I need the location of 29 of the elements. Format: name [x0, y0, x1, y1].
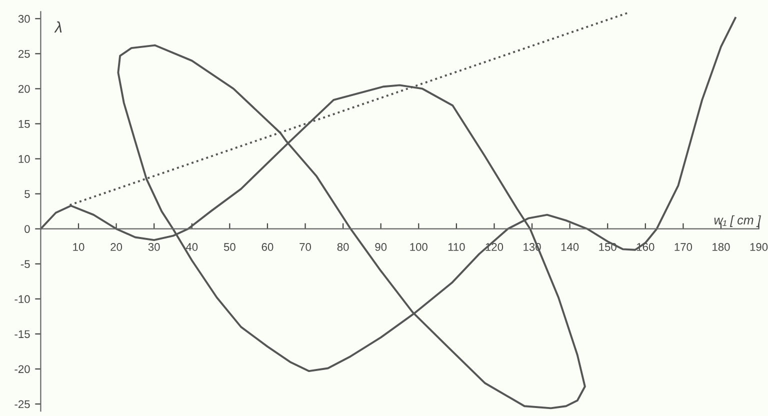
x-tick-label: 190 [750, 243, 768, 251]
x-tick-label: 60 [262, 243, 274, 251]
x-tick-label: 90 [375, 243, 387, 251]
y-tick-label: 20 [18, 84, 30, 93]
x-tick-label: 110 [448, 243, 465, 251]
x-tick-label: 140 [561, 243, 579, 251]
x-tick-label: 20 [110, 243, 122, 251]
y-tick-label: 15 [18, 120, 30, 128]
y-tick-label: -25 [14, 400, 30, 408]
x-tick-label: 170 [674, 243, 692, 251]
y-tick-label: -5 [20, 260, 30, 268]
y-tick-label: 10 [18, 155, 30, 163]
x-tick-label: 80 [337, 243, 349, 251]
y-tick-label: 25 [18, 50, 30, 58]
x-tick-label: 100 [410, 243, 428, 251]
y-tick-label: 30 [18, 14, 30, 23]
x-tick-label: 30 [148, 243, 160, 251]
y-tick-label: -15 [14, 330, 30, 338]
y-axis-title: λ [54, 21, 62, 32]
y-tick-label: -20 [14, 365, 30, 374]
y-tick-label: 0 [24, 225, 30, 233]
line-series [40, 16, 736, 410]
x-tick-label: 10 [73, 243, 84, 251]
x-tick-label: 70 [300, 243, 312, 251]
y-tick-label: -10 [14, 295, 30, 304]
y-tick-label: 5 [24, 190, 30, 198]
x-tick-label: 50 [224, 243, 236, 251]
x-tick-label: 180 [712, 243, 730, 251]
x-tick-label: 40 [186, 243, 198, 251]
